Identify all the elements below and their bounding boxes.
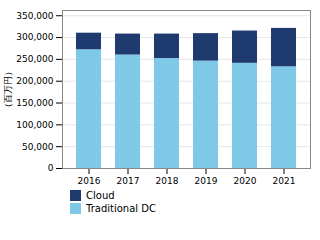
svg-text:350,000: 350,000 [16, 11, 53, 21]
svg-text:100,000: 100,000 [16, 120, 53, 130]
svg-text:2016: 2016 [78, 176, 101, 186]
svg-text:2019: 2019 [195, 176, 218, 186]
svg-text:50,000: 50,000 [22, 142, 54, 152]
svg-text:2018: 2018 [156, 176, 179, 186]
html-text:Cloud: Cloud [86, 190, 115, 201]
svg-text:200,000: 200,000 [16, 76, 53, 86]
svg-text:（百万円）: （百万円） [3, 67, 13, 112]
svg-text:2021: 2021 [273, 176, 296, 186]
svg-text:2020: 2020 [234, 176, 257, 186]
svg-text:0: 0 [48, 163, 54, 173]
svg-text:250,000: 250,000 [16, 54, 53, 64]
svg-text:300,000: 300,000 [16, 32, 53, 42]
svg-text:150,000: 150,000 [16, 98, 53, 108]
html-text:Traditional DC: Traditional DC [86, 203, 156, 214]
svg-text:2017: 2017 [117, 176, 140, 186]
